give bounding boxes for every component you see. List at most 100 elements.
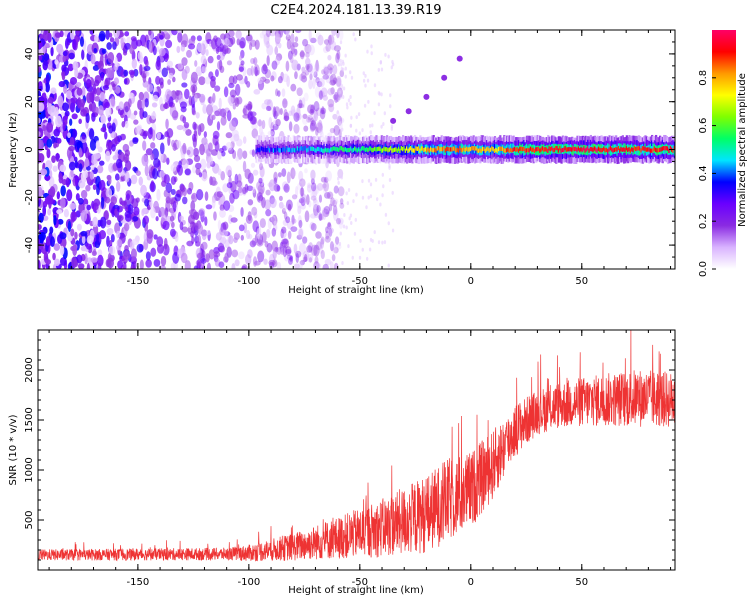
- spectrogram-noise-blob: [204, 216, 208, 227]
- spectrogram-noise-blob: [138, 176, 144, 186]
- spectrogram-harmonic-point: [405, 108, 412, 115]
- spectrogram-noise-blob: [64, 110, 70, 117]
- spectrogram-noise-blob: [321, 209, 327, 220]
- spectrogram-signal-cell: [563, 147, 566, 152]
- spectrogram-noise-blob: [133, 206, 140, 216]
- spectrogram-noise-blob: [285, 60, 290, 72]
- spectrogram-noise-blob: [318, 90, 325, 99]
- spectrogram-noise-blob: [238, 55, 243, 61]
- spectrogram-noise-blob: [106, 257, 114, 269]
- spectrogram-signal-cell: [532, 147, 535, 152]
- spectrogram-signal-cell: [584, 148, 587, 153]
- spectrogram-noise-blob: [298, 260, 303, 269]
- spectrogram-noise-blob: [201, 241, 208, 250]
- spectrogram-signal-cell: [633, 145, 636, 151]
- spectrogram-noise-blob: [339, 202, 345, 209]
- spectrogram-noise-blob: [294, 48, 298, 56]
- spectrogram-signal-cell: [286, 145, 289, 151]
- spectrogram-signal-cell: [403, 146, 406, 151]
- spectrogram-signal-cell: [320, 147, 323, 152]
- spectrogram-noise-blob: [168, 96, 174, 107]
- spectrogram-noise-blob: [305, 63, 310, 70]
- spectrogram-noise-blob: [145, 148, 153, 156]
- spectrogram-noise-blob: [68, 161, 76, 171]
- spectrogram-signal-cell: [435, 148, 438, 153]
- spectrogram-noise-blob: [252, 256, 258, 267]
- spectrogram-noise-blob: [159, 151, 164, 163]
- spectrogram-noise-blob: [95, 140, 100, 150]
- spectrogram-noise-blob: [273, 171, 278, 182]
- spectrogram-noise-blob: [152, 94, 159, 101]
- spectrogram-signal-cell: [395, 147, 398, 152]
- spectrogram-noise-blob: [230, 136, 238, 143]
- spectrogram-noise-blob: [296, 200, 302, 209]
- spectrogram-noise-blob: [201, 229, 207, 241]
- spectrogram-noise-blob: [46, 148, 51, 159]
- spectrogram-noise-blob: [275, 36, 281, 43]
- spectrogram-noise-blob: [57, 95, 64, 108]
- spectrogram-noise-blob: [86, 262, 90, 269]
- spectrogram-signal-cell: [351, 148, 354, 153]
- spectrogram-signal-cell: [276, 146, 280, 151]
- spectrogram-signal-cell: [519, 146, 522, 152]
- spectrogram-noise-blob: [277, 90, 281, 97]
- spectrogram-noise-blob: [296, 234, 303, 240]
- spectrogram-noise-blob: [287, 203, 292, 210]
- spectrogram-signal-cell: [609, 146, 612, 156]
- spectrogram-noise-blob: [306, 115, 313, 121]
- spectrogram-noise-blob: [49, 226, 54, 234]
- spectrogram-noise-blob: [320, 107, 327, 115]
- spectrogram-signal-cell: [592, 147, 595, 153]
- spectrogram-noise-blob: [161, 67, 168, 78]
- x-tick-label: -100: [238, 276, 261, 287]
- spectrogram-signal-cell: [411, 147, 414, 152]
- spectrogram-noise-blob: [86, 204, 92, 211]
- spectrogram-noise-blob: [330, 197, 335, 207]
- spectrogram-signal-cell: [588, 148, 591, 153]
- spectrogram-signal-cell: [291, 148, 294, 153]
- spectrogram-noise-blob: [279, 241, 284, 253]
- spectrogram-signal-cell: [568, 146, 571, 152]
- spectrogram-noise-blob: [78, 197, 84, 205]
- spectrogram-noise-blob: [286, 75, 290, 88]
- spectrogram-noise-blob: [203, 131, 208, 138]
- spectrogram-noise-blob: [125, 193, 130, 201]
- spectrogram-signal-cell: [539, 148, 542, 153]
- spectrogram-signal-cell: [499, 146, 502, 151]
- spectrogram-noise-blob: [378, 91, 381, 96]
- spectrogram-noise-blob: [280, 244, 285, 256]
- spectrogram-noise-blob: [242, 186, 247, 195]
- colorbar-ticks: 0.0 0.2 0.4 0.6 0.8: [698, 70, 716, 277]
- spectrogram-noise-blob: [345, 191, 348, 196]
- spectrogram-signal-cell: [419, 148, 422, 153]
- spectrogram-noise-blob: [142, 215, 150, 225]
- spectrogram-x-axis-label: Height of straight line (km): [288, 285, 424, 296]
- spectrogram-signal-cell: [318, 146, 321, 152]
- spectrogram-noise-blob: [209, 79, 216, 89]
- spectrogram-noise-blob: [56, 209, 63, 215]
- spectrogram-signal-cell: [340, 146, 343, 151]
- spectrogram-y-axis-label: Frequency (Hz): [8, 112, 19, 188]
- y-tick-label: 1000: [24, 457, 35, 482]
- spectrogram-noise-blob: [72, 38, 77, 50]
- spectrogram-signal-cell: [400, 146, 403, 151]
- spectrogram-noise-blob: [97, 249, 103, 257]
- spectrogram-signal-cell: [362, 145, 365, 151]
- spectrogram-noise-blob: [283, 115, 290, 121]
- spectrogram-noise-blob: [159, 77, 164, 86]
- spectrogram-signal-cell: [511, 143, 514, 154]
- spectrogram-noise-blob: [219, 209, 226, 218]
- spectrogram-noise-blob: [283, 108, 288, 120]
- spectrogram-noise-blob: [130, 248, 137, 260]
- spectrogram-noise-blob: [275, 88, 279, 97]
- spectrogram-noise-blob: [96, 164, 104, 174]
- spectrogram-signal-cell: [383, 146, 386, 156]
- spectrogram-signal-cell: [577, 146, 580, 151]
- spectrogram-noise-blob: [107, 67, 115, 79]
- spectrogram-signal-cell: [565, 147, 568, 152]
- spectrogram-signal-cell: [274, 148, 277, 153]
- spectrogram-noise-blob: [369, 130, 372, 135]
- spectrogram-noise-blob: [295, 112, 302, 121]
- spectrogram-noise-blob: [124, 213, 132, 222]
- spectrogram-noise-blob: [46, 122, 54, 133]
